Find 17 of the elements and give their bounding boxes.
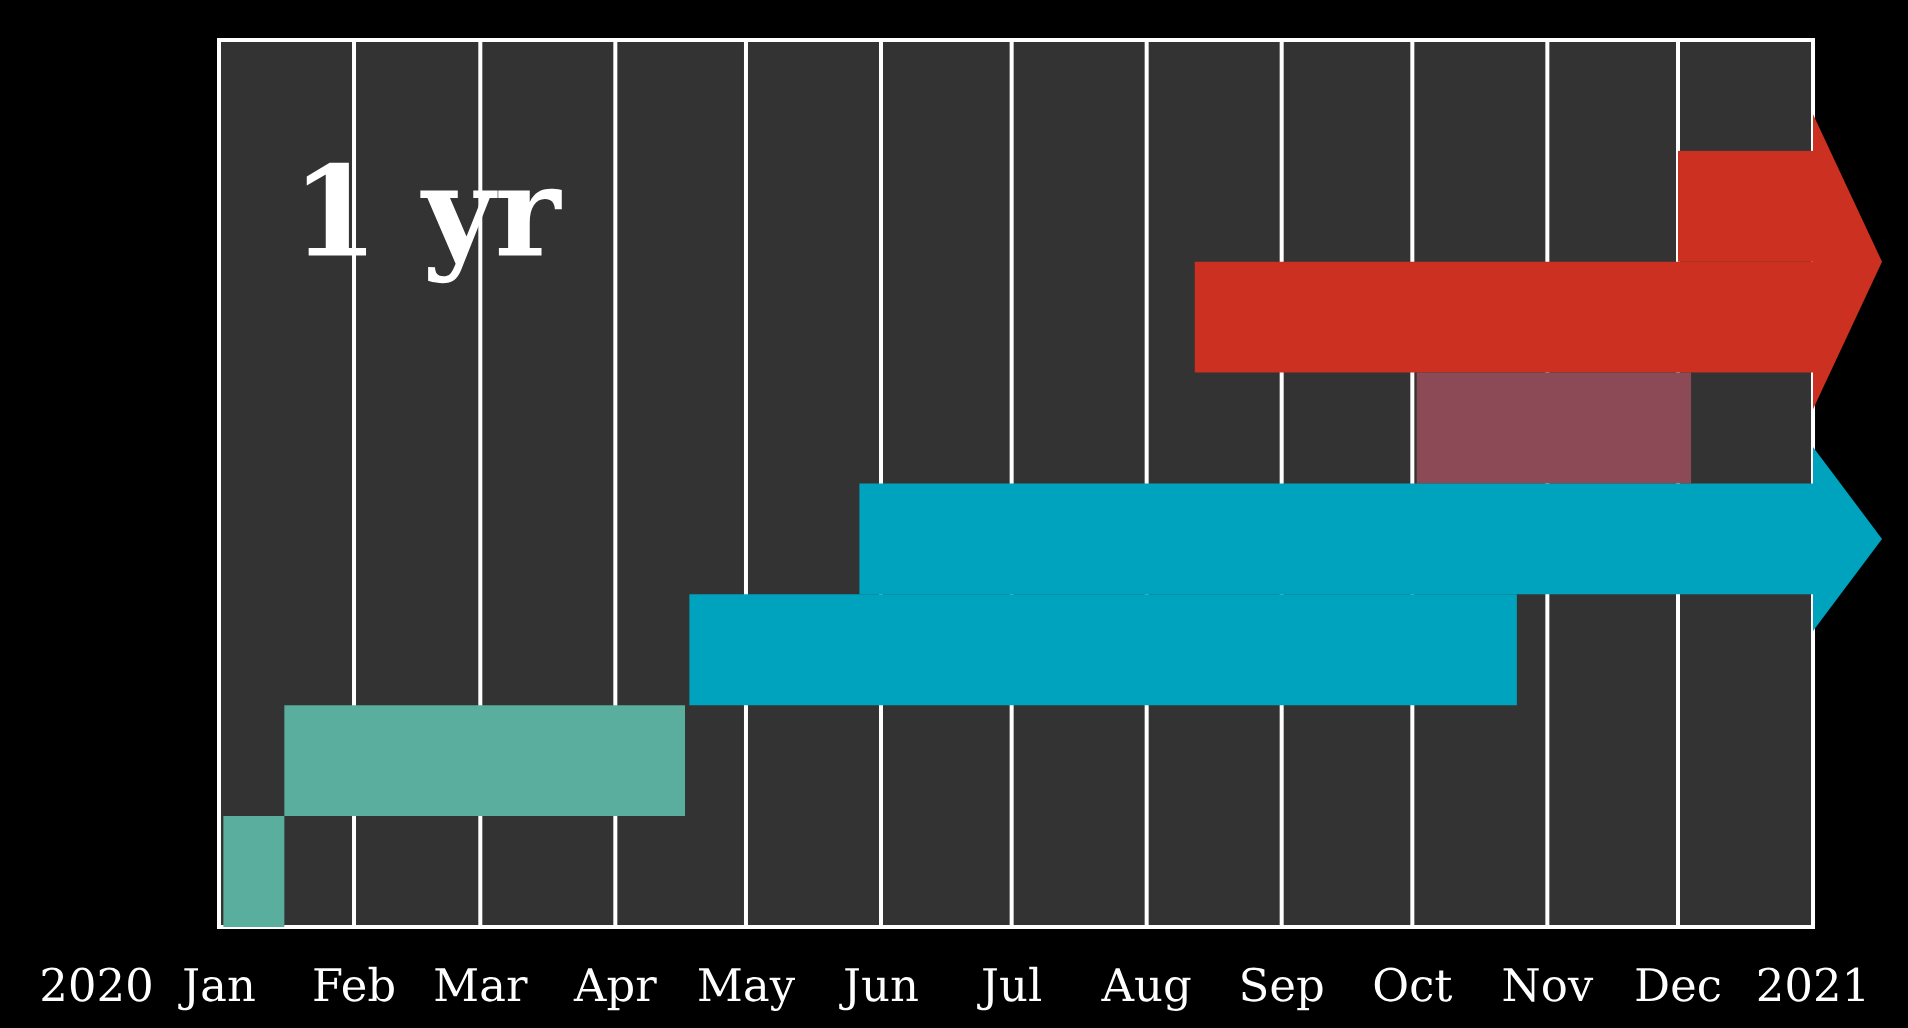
x-tick-label: Mar <box>435 968 528 1002</box>
x-tick-label: 2021 <box>1758 967 1864 1002</box>
bar <box>223 816 285 927</box>
x-tick-label: Aug <box>1101 968 1191 1011</box>
x-tick-label: Jul <box>977 966 1042 1011</box>
x-tick-label: Nov <box>1503 968 1594 1002</box>
x-tick-label: Oct <box>1374 967 1453 1002</box>
x-tick-label: Jun <box>839 968 918 1011</box>
x-tick-label: Dec <box>1636 968 1720 1002</box>
x-tick-label: May <box>699 968 795 1011</box>
bar <box>1416 372 1692 484</box>
x-tick-label: Feb <box>314 966 394 1002</box>
text: 2020 <box>42 967 151 1002</box>
x-tick-label: Jan <box>178 968 255 1011</box>
x-tick-label: Apr <box>573 968 657 1011</box>
bar <box>284 705 686 817</box>
x-tick-label: Sep <box>1242 967 1323 1011</box>
